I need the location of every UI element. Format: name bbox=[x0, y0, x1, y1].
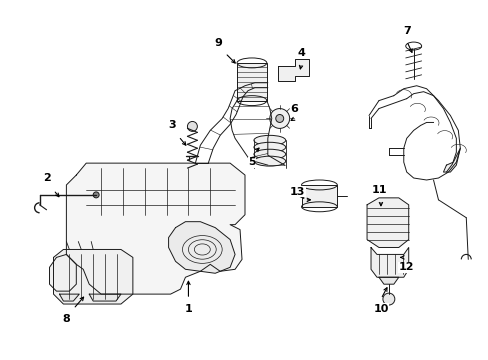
Circle shape bbox=[382, 293, 394, 305]
Polygon shape bbox=[366, 198, 408, 247]
Text: 1: 1 bbox=[184, 304, 192, 314]
Polygon shape bbox=[370, 247, 408, 277]
Polygon shape bbox=[443, 148, 459, 172]
Ellipse shape bbox=[253, 156, 285, 166]
Text: 9: 9 bbox=[214, 38, 222, 48]
Circle shape bbox=[93, 192, 99, 198]
Polygon shape bbox=[60, 294, 79, 301]
Text: 13: 13 bbox=[289, 187, 305, 197]
Text: 8: 8 bbox=[62, 314, 70, 324]
Text: 12: 12 bbox=[398, 262, 414, 272]
Polygon shape bbox=[89, 294, 121, 301]
Bar bbox=[301, 185, 337, 207]
Polygon shape bbox=[168, 222, 235, 273]
Ellipse shape bbox=[253, 149, 285, 159]
Text: 4: 4 bbox=[297, 48, 305, 58]
Polygon shape bbox=[53, 249, 133, 304]
Ellipse shape bbox=[253, 135, 285, 145]
Circle shape bbox=[275, 114, 283, 122]
Polygon shape bbox=[277, 59, 309, 81]
Bar bbox=[237, 63, 266, 100]
Circle shape bbox=[269, 109, 289, 129]
Polygon shape bbox=[378, 277, 398, 284]
Text: 11: 11 bbox=[370, 185, 386, 195]
Text: 2: 2 bbox=[42, 173, 50, 183]
Text: 7: 7 bbox=[402, 26, 410, 36]
Text: 6: 6 bbox=[290, 104, 298, 113]
Circle shape bbox=[187, 121, 197, 131]
Polygon shape bbox=[49, 255, 76, 291]
Text: 10: 10 bbox=[372, 304, 388, 314]
Polygon shape bbox=[66, 163, 244, 294]
Text: 5: 5 bbox=[247, 157, 255, 167]
Text: 3: 3 bbox=[168, 121, 176, 130]
Ellipse shape bbox=[253, 142, 285, 152]
